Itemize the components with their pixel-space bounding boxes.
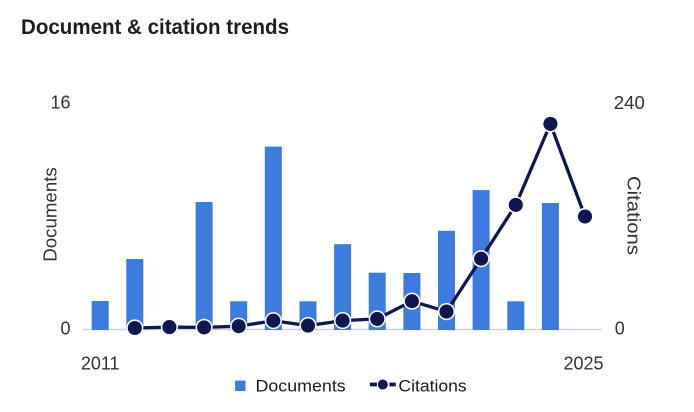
svg-text:Citations: Citations [398,376,466,395]
svg-text:2025: 2025 [563,354,603,374]
svg-text:Documents: Documents [256,376,346,395]
svg-text:0: 0 [615,318,625,338]
svg-text:0: 0 [60,319,70,339]
svg-text:240: 240 [614,93,645,113]
svg-text:2011: 2011 [81,354,120,374]
svg-text:Document & citation trends: Document & citation trends [21,15,289,39]
svg-text:Citations: Citations [623,176,643,255]
svg-text:16: 16 [50,93,70,113]
svg-text:Documents: Documents [40,167,60,262]
